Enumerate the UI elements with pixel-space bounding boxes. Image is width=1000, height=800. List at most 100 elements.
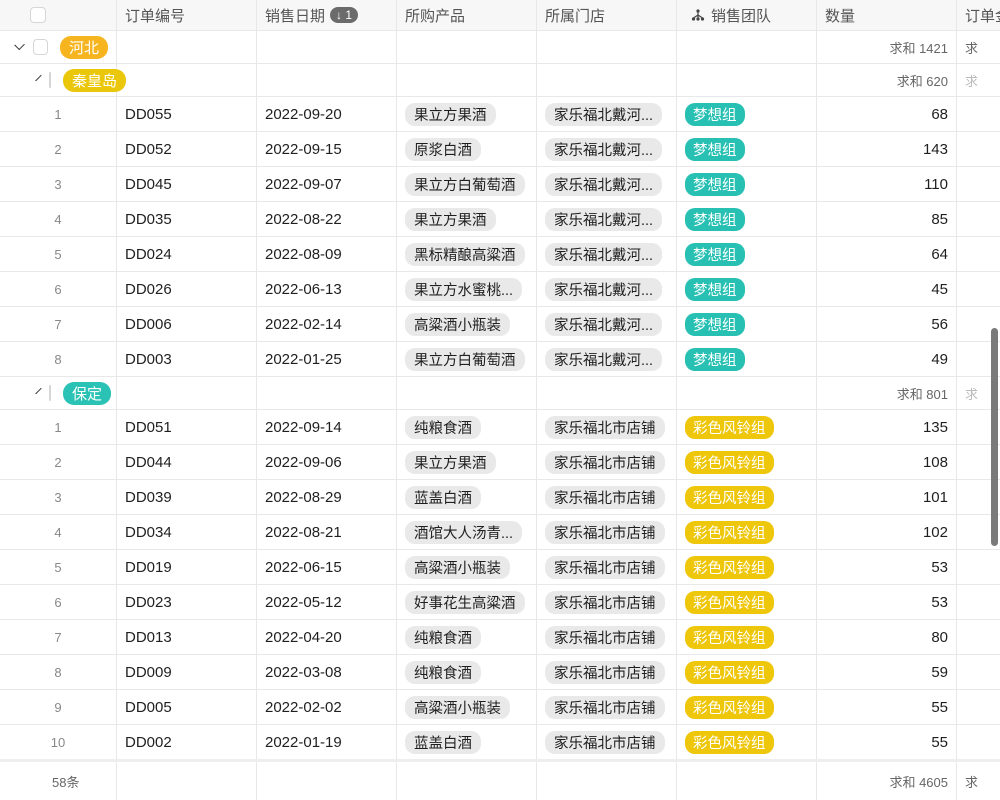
table-row[interactable]: 4 DD035 2022-08-22 果立方果酒 家乐福北戴河... 梦想组 85 [0, 202, 1000, 237]
order-id-cell[interactable]: DD052 [117, 132, 257, 166]
order-id-cell[interactable]: DD006 [117, 307, 257, 341]
date-cell[interactable]: 2022-09-06 [257, 445, 397, 479]
team-cell[interactable]: 梦想组 [677, 167, 817, 201]
store-cell[interactable]: 家乐福北市店铺 [537, 550, 677, 584]
column-header-team[interactable]: 销售团队 [677, 0, 817, 30]
date-cell[interactable]: 2022-08-09 [257, 237, 397, 271]
team-cell[interactable]: 梦想组 [677, 307, 817, 341]
date-cell[interactable]: 2022-08-29 [257, 480, 397, 514]
amount-cell[interactable] [957, 725, 1000, 759]
amount-cell[interactable] [957, 237, 1000, 271]
store-cell[interactable]: 家乐福北戴河... [537, 202, 677, 236]
date-cell[interactable]: 2022-06-15 [257, 550, 397, 584]
group-checkbox[interactable] [33, 39, 48, 55]
quantity-cell[interactable]: 143 [817, 132, 957, 166]
table-row[interactable]: 10 DD002 2022-01-19 蓝盖白酒 家乐福北市店铺 彩色风铃组 55 [0, 725, 1000, 760]
date-cell[interactable]: 2022-03-08 [257, 655, 397, 689]
order-id-cell[interactable]: DD051 [117, 410, 257, 444]
amount-total-cell[interactable]: 求 [957, 762, 1000, 800]
quantity-cell[interactable]: 80 [817, 620, 957, 654]
table-row[interactable]: 1 DD051 2022-09-14 纯粮食酒 家乐福北市店铺 彩色风铃组 135 [0, 410, 1000, 445]
quantity-cell[interactable]: 45 [817, 272, 957, 306]
product-cell[interactable]: 果立方白葡萄酒 [397, 342, 537, 376]
order-id-cell[interactable]: DD013 [117, 620, 257, 654]
group-row[interactable]: 保定 求和 801 求 [0, 377, 1000, 410]
date-cell[interactable]: 2022-05-12 [257, 585, 397, 619]
quantity-cell[interactable]: 85 [817, 202, 957, 236]
team-cell[interactable]: 梦想组 [677, 272, 817, 306]
quantity-cell[interactable]: 102 [817, 515, 957, 549]
table-row[interactable]: 5 DD019 2022-06-15 高粱酒小瓶装 家乐福北市店铺 彩色风铃组 53 [0, 550, 1000, 585]
column-header-quantity[interactable]: 数量 [817, 0, 957, 30]
team-cell[interactable]: 彩色风铃组 [677, 550, 817, 584]
store-cell[interactable]: 家乐福北戴河... [537, 342, 677, 376]
table-row[interactable]: 9 DD005 2022-02-02 高粱酒小瓶装 家乐福北市店铺 彩色风铃组 55 [0, 690, 1000, 725]
group-checkbox[interactable] [49, 72, 51, 88]
table-row[interactable]: 8 DD003 2022-01-25 果立方白葡萄酒 家乐福北戴河... 梦想组 49 [0, 342, 1000, 377]
column-header-date[interactable]: 销售日期 ↓ 1 [257, 0, 397, 30]
group-row[interactable]: 秦皇岛 求和 620 求 [0, 64, 1000, 97]
table-row[interactable]: 4 DD034 2022-08-21 酒馆大人汤青... 家乐福北市店铺 彩色风铃组 102 [0, 515, 1000, 550]
product-cell[interactable]: 原浆白酒 [397, 132, 537, 166]
quantity-cell[interactable]: 68 [817, 97, 957, 131]
quantity-total-cell[interactable]: 求和 4605 [817, 762, 957, 800]
product-cell[interactable]: 高粱酒小瓶装 [397, 690, 537, 724]
quantity-cell[interactable]: 49 [817, 342, 957, 376]
team-cell[interactable]: 彩色风铃组 [677, 655, 817, 689]
quantity-cell[interactable]: 55 [817, 690, 957, 724]
product-cell[interactable]: 果立方果酒 [397, 445, 537, 479]
column-header-order-id[interactable]: 订单编号 [117, 0, 257, 30]
amount-cell[interactable] [957, 620, 1000, 654]
product-cell[interactable]: 蓝盖白酒 [397, 725, 537, 759]
order-id-cell[interactable]: DD034 [117, 515, 257, 549]
date-cell[interactable]: 2022-09-20 [257, 97, 397, 131]
quantity-cell[interactable]: 53 [817, 585, 957, 619]
amount-cell[interactable] [957, 132, 1000, 166]
team-cell[interactable]: 彩色风铃组 [677, 725, 817, 759]
store-cell[interactable]: 家乐福北市店铺 [537, 655, 677, 689]
date-cell[interactable]: 2022-01-19 [257, 725, 397, 759]
vertical-scrollbar[interactable] [991, 328, 998, 546]
product-cell[interactable]: 酒馆大人汤青... [397, 515, 537, 549]
store-cell[interactable]: 家乐福北市店铺 [537, 725, 677, 759]
quantity-cell[interactable]: 56 [817, 307, 957, 341]
team-cell[interactable]: 彩色风铃组 [677, 620, 817, 654]
product-cell[interactable]: 果立方水蜜桃... [397, 272, 537, 306]
amount-cell[interactable] [957, 655, 1000, 689]
product-cell[interactable]: 纯粮食酒 [397, 410, 537, 444]
table-row[interactable]: 7 DD013 2022-04-20 纯粮食酒 家乐福北市店铺 彩色风铃组 80 [0, 620, 1000, 655]
store-cell[interactable]: 家乐福北戴河... [537, 132, 677, 166]
team-cell[interactable]: 彩色风铃组 [677, 480, 817, 514]
column-header-product[interactable]: 所购产品 [397, 0, 537, 30]
store-cell[interactable]: 家乐福北市店铺 [537, 690, 677, 724]
store-cell[interactable]: 家乐福北市店铺 [537, 480, 677, 514]
date-cell[interactable]: 2022-09-07 [257, 167, 397, 201]
store-cell[interactable]: 家乐福北市店铺 [537, 410, 677, 444]
order-id-cell[interactable]: DD023 [117, 585, 257, 619]
product-cell[interactable]: 黑标精酿高粱酒 [397, 237, 537, 271]
team-cell[interactable]: 梦想组 [677, 237, 817, 271]
amount-cell[interactable] [957, 167, 1000, 201]
quantity-cell[interactable]: 64 [817, 237, 957, 271]
store-cell[interactable]: 家乐福北戴河... [537, 307, 677, 341]
amount-cell[interactable] [957, 690, 1000, 724]
order-id-cell[interactable]: DD009 [117, 655, 257, 689]
team-cell[interactable]: 梦想组 [677, 342, 817, 376]
team-cell[interactable]: 彩色风铃组 [677, 515, 817, 549]
table-row[interactable]: 5 DD024 2022-08-09 黑标精酿高粱酒 家乐福北戴河... 梦想组 64 [0, 237, 1000, 272]
chevron-down-icon[interactable] [35, 387, 42, 395]
chevron-down-icon[interactable] [14, 39, 26, 51]
order-id-cell[interactable]: DD045 [117, 167, 257, 201]
store-cell[interactable]: 家乐福北市店铺 [537, 585, 677, 619]
select-all-checkbox[interactable] [30, 7, 46, 23]
store-cell[interactable]: 家乐福北戴河... [537, 237, 677, 271]
group-checkbox[interactable] [49, 385, 51, 401]
date-cell[interactable]: 2022-08-21 [257, 515, 397, 549]
store-cell[interactable]: 家乐福北戴河... [537, 167, 677, 201]
date-cell[interactable]: 2022-01-25 [257, 342, 397, 376]
group-row[interactable]: 河北 求和 1421 求 [0, 31, 1000, 64]
table-row[interactable]: 8 DD009 2022-03-08 纯粮食酒 家乐福北市店铺 彩色风铃组 59 [0, 655, 1000, 690]
order-id-cell[interactable]: DD039 [117, 480, 257, 514]
date-cell[interactable]: 2022-09-15 [257, 132, 397, 166]
quantity-cell[interactable]: 110 [817, 167, 957, 201]
